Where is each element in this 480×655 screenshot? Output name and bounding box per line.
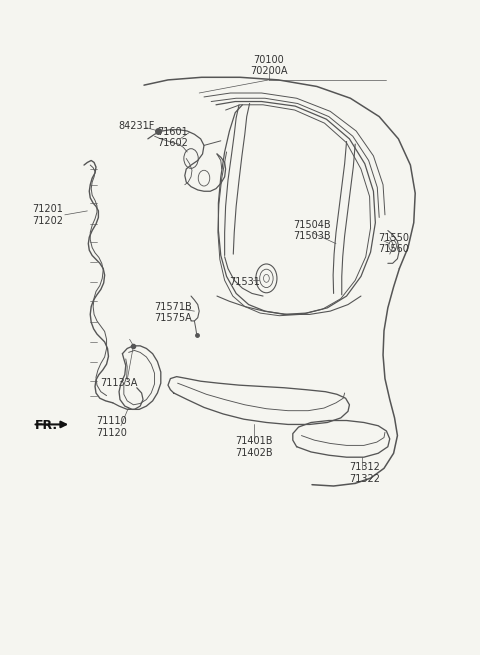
Text: 71504B
71503B: 71504B 71503B xyxy=(293,220,331,241)
Text: 84231F: 84231F xyxy=(119,121,155,131)
Text: 71601
71602: 71601 71602 xyxy=(157,127,188,148)
Text: 71550
71560: 71550 71560 xyxy=(378,233,409,254)
Text: 71401B
71402B: 71401B 71402B xyxy=(236,436,273,457)
Text: 71312
71322: 71312 71322 xyxy=(349,462,380,483)
Text: FR.: FR. xyxy=(35,419,58,432)
Text: 71531: 71531 xyxy=(229,276,260,287)
Text: 70100
70200A: 70100 70200A xyxy=(250,55,288,76)
Text: 71110
71120: 71110 71120 xyxy=(96,417,127,438)
Text: 71571B
71575A: 71571B 71575A xyxy=(154,302,192,323)
Text: 71133A: 71133A xyxy=(100,378,138,388)
Text: 71201
71202: 71201 71202 xyxy=(33,204,63,225)
